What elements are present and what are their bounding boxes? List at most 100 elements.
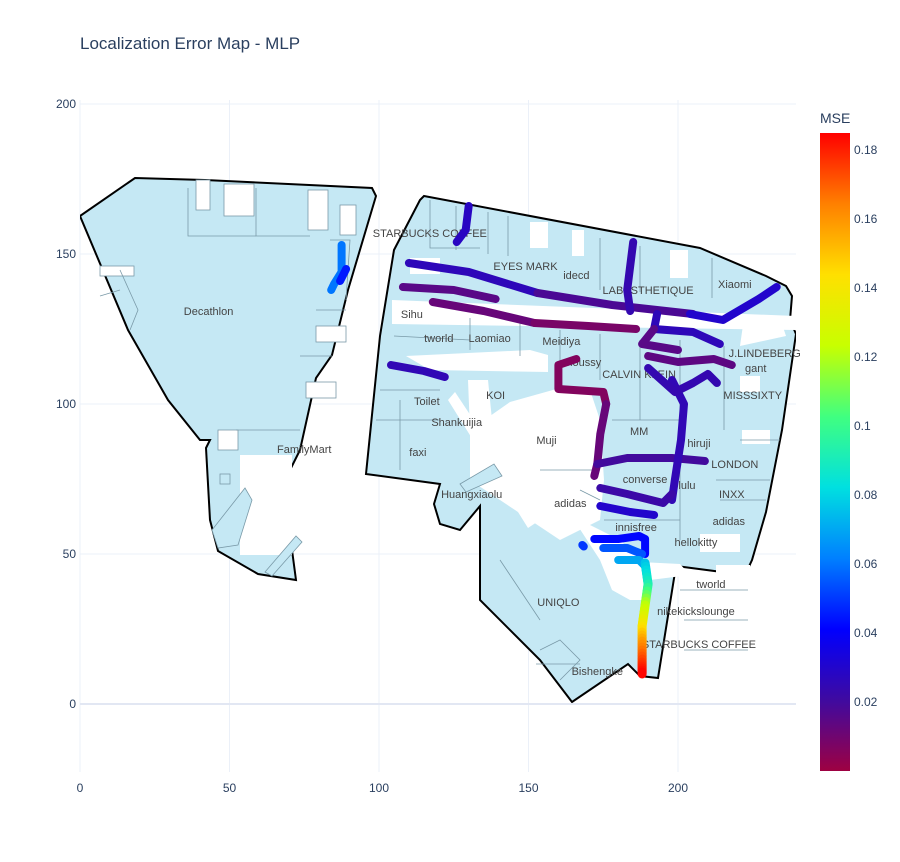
store-label: LABESTHETIQUE bbox=[603, 285, 694, 297]
colorbar-tick-label: 0.1 bbox=[854, 419, 871, 433]
trajectory bbox=[533, 289, 697, 318]
y-tick-label: 150 bbox=[56, 247, 76, 261]
store-label: adidas bbox=[554, 498, 587, 510]
store-label: Bishengke bbox=[572, 666, 623, 678]
store-label: idecd bbox=[563, 270, 589, 282]
trajectory bbox=[596, 502, 659, 519]
decathlon-blank-8 bbox=[217, 429, 239, 451]
trajectory bbox=[644, 364, 721, 396]
decathlon-blank-1 bbox=[195, 179, 211, 211]
colorbar-tick-label: 0.14 bbox=[854, 281, 878, 295]
colorbar-title: MSE bbox=[820, 110, 850, 126]
store-label: lulu bbox=[678, 480, 695, 492]
decathlon-blank-7 bbox=[305, 381, 337, 399]
colorbar-tick-label: 0.08 bbox=[854, 488, 878, 502]
trajectory bbox=[686, 283, 781, 324]
error-trajectories bbox=[327, 202, 781, 679]
store-label: Toilet bbox=[414, 396, 440, 408]
trajectory bbox=[387, 361, 449, 381]
colorbar-tick-label: 0.16 bbox=[854, 212, 878, 226]
colorbar-tick-label: 0.02 bbox=[854, 695, 878, 709]
store-label: converse bbox=[623, 474, 668, 486]
colorbar-tick-label: 0.04 bbox=[854, 626, 878, 640]
store-label: Muji bbox=[536, 435, 556, 447]
store-label: nikekickslounge bbox=[657, 606, 735, 618]
decathlon-blank-6 bbox=[315, 325, 347, 343]
decathlon-blank-2 bbox=[223, 183, 255, 217]
decathlon-corridor bbox=[264, 535, 303, 577]
chart-title: Localization Error Map - MLP bbox=[80, 34, 301, 53]
store-label: INXX bbox=[719, 489, 745, 501]
trajectory bbox=[668, 376, 688, 504]
store-label: innisfree bbox=[615, 522, 657, 534]
store-label: tworld bbox=[424, 333, 453, 345]
colorbar-tick-label: 0.06 bbox=[854, 557, 878, 571]
trajectory bbox=[638, 325, 682, 354]
decathlon-blank-3 bbox=[307, 189, 329, 231]
axes: 0 50 100 150 200 0 50 100 150 200 bbox=[56, 97, 796, 795]
x-tick-label: 100 bbox=[369, 781, 389, 795]
trajectory bbox=[336, 265, 351, 285]
colorbar-tick-label: 0.18 bbox=[854, 143, 878, 157]
decathlon-blank-5 bbox=[99, 265, 135, 277]
trajectory bbox=[599, 544, 647, 558]
trajectory bbox=[398, 283, 500, 303]
store-label: tworld bbox=[696, 579, 725, 591]
x-tick-label: 50 bbox=[223, 781, 237, 795]
trajectory bbox=[404, 259, 542, 297]
trajectory bbox=[428, 298, 539, 327]
store-label: J.LINDEBERG bbox=[729, 348, 801, 360]
store-label: faxi bbox=[409, 447, 426, 459]
trajectory bbox=[590, 532, 650, 558]
trajectory bbox=[578, 541, 588, 551]
store-label: STARBUCKS COFFEE bbox=[642, 639, 756, 651]
x-tick-label: 0 bbox=[77, 781, 84, 795]
store-label: FamilyMart bbox=[277, 444, 331, 456]
decathlon-blank-10 bbox=[219, 473, 231, 485]
store-label: Decathlon bbox=[184, 306, 234, 318]
trajectory bbox=[644, 352, 736, 369]
store-label: LONDON bbox=[711, 459, 758, 471]
x-tick-label: 150 bbox=[518, 781, 538, 795]
trajectory bbox=[593, 454, 709, 468]
trajectory bbox=[596, 484, 676, 507]
store-label: EYES MARK bbox=[493, 261, 558, 273]
decathlon-small-store bbox=[211, 487, 253, 549]
store-label: adidas bbox=[713, 516, 746, 528]
decathlon-inner-walls bbox=[99, 188, 351, 431]
store-label: KOI bbox=[486, 390, 505, 402]
decathlon-blank-4 bbox=[339, 204, 357, 236]
trajectory bbox=[623, 238, 638, 315]
y-tick-label: 50 bbox=[63, 547, 77, 561]
store-label: STARBUCKS COFFEE bbox=[373, 228, 487, 240]
y-tick-label: 0 bbox=[69, 697, 76, 711]
colorbar-tick-label: 0.12 bbox=[854, 350, 878, 364]
trajectory bbox=[554, 355, 611, 408]
store-label: Laomiao bbox=[469, 333, 511, 345]
trajectory bbox=[650, 310, 724, 348]
y-tick-label: 200 bbox=[56, 97, 76, 111]
trajectory bbox=[590, 400, 611, 480]
store-label: hellokitty bbox=[675, 537, 718, 549]
store-label: Sihu bbox=[401, 309, 423, 321]
right-corridors bbox=[392, 222, 796, 600]
trajectory bbox=[452, 202, 473, 246]
colorbar: MSE 0.02 0.04 0.06 0.08 0.1 0.12 0.14 0.16 0.18 bbox=[820, 110, 878, 771]
right-small-store bbox=[459, 463, 503, 493]
store-label: MISSSIXTY bbox=[723, 390, 782, 402]
store-label: Huangxiaolu bbox=[441, 489, 502, 501]
store-label: Xiaomi bbox=[718, 279, 752, 291]
store-label: UNIQLO bbox=[537, 597, 580, 609]
store-label: Shankuijia bbox=[431, 417, 483, 429]
store-label: Meidiya bbox=[542, 336, 581, 348]
floor-plan bbox=[80, 176, 796, 704]
colorbar-gradient bbox=[820, 133, 850, 771]
right-inner-walls bbox=[376, 200, 780, 681]
trajectory bbox=[530, 319, 641, 333]
y-tick-label: 100 bbox=[56, 397, 76, 411]
store-label: gant bbox=[745, 363, 766, 375]
x-tick-label: 200 bbox=[668, 781, 688, 795]
store-label: hiruji bbox=[687, 438, 710, 450]
